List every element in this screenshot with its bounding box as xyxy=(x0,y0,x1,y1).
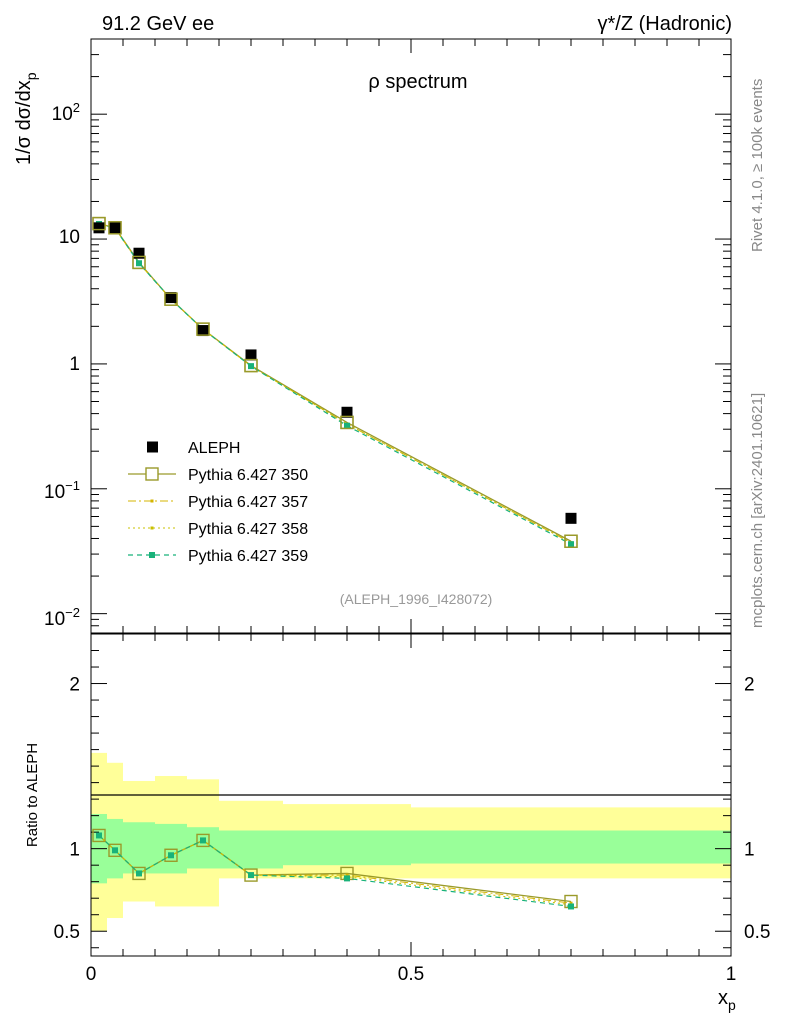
ratio-pythia-6-427-350-point-3 xyxy=(164,848,178,862)
y-tick-label-1: 1 xyxy=(69,354,80,375)
main-aleph-point-7 xyxy=(565,512,577,524)
legend-pythia-6-427-359-marker xyxy=(149,552,155,558)
main-aleph-point-4 xyxy=(197,325,209,337)
ratio-pythia-6-427-359-point-0 xyxy=(96,832,102,839)
main-pythia-6-427-359-line xyxy=(98,223,572,545)
main-aleph-point-3 xyxy=(165,292,177,304)
mcplots-credit-label: mcplots.cern.ch [arXiv:2401.10621] xyxy=(749,393,766,628)
ratio-y-tick-label-right-1: 1 xyxy=(744,840,755,861)
rivet-version-label: Rivet 4.1.0, ≥ 100k events xyxy=(749,79,766,252)
main-pythia-6-427-357-line xyxy=(98,223,572,544)
x-axis-label: xp xyxy=(718,987,736,1013)
ratio-pythia-6-427-358-line xyxy=(98,835,572,906)
header-energy-label: 91.2 GeV ee xyxy=(102,13,214,35)
x-tick-label-0: 0 xyxy=(86,964,97,985)
y-tick-100-exp: 2 xyxy=(73,100,80,115)
main-aleph-point-2 xyxy=(133,247,145,259)
ratio-pythia-6-427-359-point-7 xyxy=(568,903,574,910)
main-350-overlay-point-5 xyxy=(244,358,258,373)
analysis-watermark: (ALEPH_1996_I428072) xyxy=(340,591,493,607)
main-aleph-point-0 xyxy=(93,222,105,234)
main-350-overlay-point-4 xyxy=(196,322,210,336)
main-axis-ticks xyxy=(90,38,732,634)
main-pythia-6-427-350-line xyxy=(98,222,572,542)
ratio-y-tick-label-left-0: 0.5 xyxy=(54,922,80,943)
legend-aleph-label: ALEPH xyxy=(188,440,240,457)
ratio-uncertainty-bands xyxy=(91,752,731,932)
main-plot-frame xyxy=(90,38,732,634)
legend-pythia-6-427-350-marker xyxy=(145,467,159,481)
main-pythia-6-427-359-point-2 xyxy=(136,260,142,267)
ratio-inner-band-5 xyxy=(219,830,283,869)
main-aleph-point-5 xyxy=(245,349,257,361)
ratio-inner-band-7 xyxy=(411,830,731,864)
main-350-overlay-point-2 xyxy=(132,255,146,270)
ratio-pythia-6-427-359-point-4 xyxy=(200,837,206,844)
main-350-overlay-point-3 xyxy=(164,292,178,306)
legend-pythia-6-427-357-label: Pythia 6.427 357 xyxy=(188,494,308,511)
main-350-overlay-point-7 xyxy=(564,534,578,548)
ratio-pythia-6-427-359-point-3 xyxy=(168,852,174,859)
legend-aleph-marker xyxy=(147,441,158,453)
legend: ALEPH Pythia 6.427 350 Pythia 6.427 357 Pyt… xyxy=(128,440,308,565)
ratio-inner-band-6 xyxy=(283,830,411,866)
main-pythia-6-427-359-point-6 xyxy=(344,422,350,429)
x-tick-label-2: 1 xyxy=(726,964,737,985)
main-350-overlay-point-0 xyxy=(92,216,106,231)
ratio-pythia-6-427-359-line xyxy=(98,835,572,908)
x-axis-label-sub: p xyxy=(728,997,736,1013)
y-axis-label-sub: p xyxy=(23,72,39,80)
main-y-tick-labels: 102 10 1 10−1 10−2 xyxy=(44,100,80,630)
y-tick-label-100: 102 xyxy=(52,100,80,125)
y-tick-label-10: 10 xyxy=(59,227,80,248)
ratio-pythia-6-427-357-point-7 xyxy=(569,901,573,905)
y-axis-label: 1/σ dσ/dxp xyxy=(13,72,39,165)
ratio-y-tick-label-left-1: 1 xyxy=(69,840,80,861)
main-aleph-point-1 xyxy=(109,222,121,234)
main-pythia-6-427-359-point-5 xyxy=(248,363,254,370)
ratio-y-axis-label: Ratio to ALEPH xyxy=(24,743,41,847)
ratio-pythia-6-427-350-point-4 xyxy=(196,833,210,848)
legend-pythia-6-427-358-label: Pythia 6.427 358 xyxy=(188,521,308,538)
ratio-y-tick-label-left-2: 2 xyxy=(69,675,80,696)
main-350-overlay-point-1 xyxy=(108,221,122,235)
ratio-y-tick-labels: 0.5 0.5 1 1 2 2 xyxy=(54,675,771,944)
y-tick-0p01-exp: −2 xyxy=(65,605,80,620)
ratio-y-tick-label-right-0: 0.5 xyxy=(744,922,770,943)
ratio-plot: 0.5 0.51 12 2 Ratio to ALEPH 0 0.5 1 xp xyxy=(24,633,771,1013)
ratio-pythia-6-427-359-point-5 xyxy=(248,872,254,879)
legend-pythia-6-427-359-label: Pythia 6.427 359 xyxy=(188,548,308,565)
ratio-inner-band-2 xyxy=(123,822,155,874)
y-tick-0p1-exp: −1 xyxy=(65,478,80,493)
main-pythia-6-427-359-point-7 xyxy=(568,541,574,548)
chart-title: ρ spectrum xyxy=(368,71,467,93)
ratio-y-tick-label-right-2: 2 xyxy=(744,675,755,696)
main-350-overlay-point-6 xyxy=(340,415,354,430)
ratio-pythia-6-427-350-point-2 xyxy=(132,866,146,881)
ratio-pythia-6-427-359-point-1 xyxy=(112,847,118,854)
y-tick-label-0p1: 10−1 xyxy=(44,478,80,503)
legend-pythia-6-427-357-marker xyxy=(150,499,154,503)
ratio-pythia-6-427-359-point-2 xyxy=(136,870,142,877)
legend-pythia-6-427-350-label: Pythia 6.427 350 xyxy=(188,467,308,484)
legend-pythia-6-427-358-marker xyxy=(150,526,154,530)
ratio-pythia-6-427-350-point-0 xyxy=(92,828,106,843)
main-plot: ρ spectrum (ALEPH_1996_I428072) 102 10 1… xyxy=(13,38,732,634)
main-series xyxy=(92,216,578,548)
ratio-pythia-6-427-359-point-6 xyxy=(344,875,350,882)
ratio-pythia-6-427-357-point-6 xyxy=(345,873,349,877)
ratio-plot-frame xyxy=(90,633,732,957)
main-pythia-6-427-358-line xyxy=(98,223,572,544)
y-tick-label-0p01: 10−2 xyxy=(44,605,80,630)
ratio-pythia-6-427-350-point-1 xyxy=(108,843,122,858)
x-tick-label-1: 0.5 xyxy=(398,964,424,985)
header-process-label: γ*/Z (Hadronic) xyxy=(598,13,732,35)
ratio-axis-ticks xyxy=(90,633,732,956)
ratio-series xyxy=(92,828,578,910)
x-tick-labels: 0 0.5 1 xyxy=(86,964,737,985)
main-aleph-point-6 xyxy=(341,406,353,418)
